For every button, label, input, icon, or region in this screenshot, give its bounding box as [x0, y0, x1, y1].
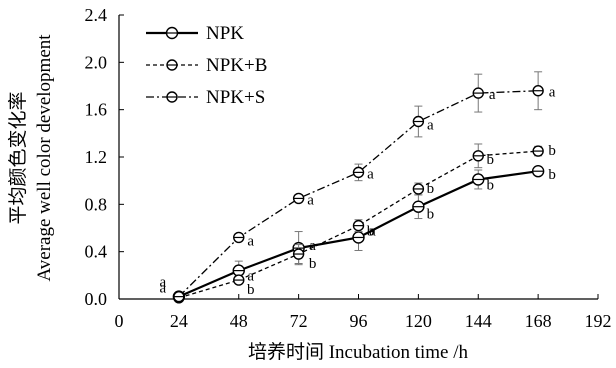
significance-label: b [427, 181, 435, 197]
legend: NPK NPK+B NPK+S [146, 23, 267, 108]
legend-label: NPK+S [206, 87, 265, 108]
significance-label: a [367, 166, 374, 182]
significance-label: a [489, 87, 496, 103]
significance-label: a [549, 85, 556, 101]
significance-label: b [247, 282, 255, 298]
y-tick-label: 1.6 [85, 100, 108, 120]
series-line [178, 90, 539, 298]
x-tick-label: 192 [585, 311, 612, 331]
x-tick-label: 144 [465, 311, 492, 331]
x-tick-label: 168 [525, 311, 552, 331]
significance-label: a [369, 223, 376, 239]
significance-label: a [427, 118, 434, 134]
significance-label: a [160, 281, 167, 297]
y-tick-label: 2.4 [85, 5, 108, 25]
x-tick-label: 96 [350, 311, 368, 331]
significance-label: a [307, 192, 314, 208]
significance-label: a [160, 275, 167, 291]
significance-label: a [247, 269, 254, 285]
x-tick-label: 48 [230, 311, 248, 331]
x-tick-label: 72 [290, 311, 308, 331]
series-layer: aaaabbbabbbbbbaaaaaaa [160, 71, 556, 306]
significance-label: b [487, 152, 495, 168]
y-tick-label: 2.0 [85, 52, 108, 72]
legend-label: NPK [206, 23, 244, 44]
y-axis-label-zh: 平均颜色变化率 [7, 91, 29, 224]
plot-area [118, 15, 598, 300]
y-tick-label: 0.4 [85, 242, 108, 262]
significance-label: b [548, 167, 556, 183]
significance-label: b [427, 207, 435, 223]
x-tick-label: 24 [170, 311, 188, 331]
y-tick-label: 1.2 [85, 147, 108, 167]
x-tick-label: 120 [405, 311, 432, 331]
x-ticks: 0 24 48 72 96 120 144 168 192 [115, 294, 612, 331]
significance-label: a [247, 233, 254, 249]
y-tick-label: 0.8 [85, 194, 108, 214]
x-tick-label: 0 [115, 311, 124, 331]
legend-label: NPK+B [206, 55, 267, 76]
significance-label: b [548, 143, 556, 159]
significance-label: b [309, 256, 317, 272]
significance-label: b [367, 224, 375, 240]
y-axis-label-en: Average well color development [34, 34, 55, 282]
x-axis-label: 培养时间 Incubation time /h [248, 341, 469, 363]
significance-label: b [487, 177, 495, 193]
y-tick-label: 0.0 [85, 289, 108, 309]
y-ticks: 0.0 0.4 0.8 1.2 1.6 2.0 2.4 [85, 5, 124, 309]
significance-label: a [309, 238, 316, 254]
